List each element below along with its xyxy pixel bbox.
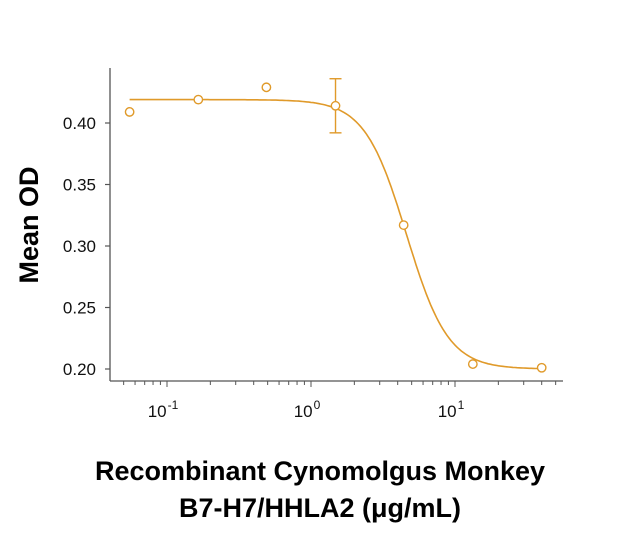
data-point-marker — [467, 359, 478, 369]
x-axis: 10-1 100 101 — [110, 380, 563, 421]
y-axis-label: Mean OD — [14, 166, 44, 283]
y-axis: 0.20 0.25 0.30 0.35 0.40 — [63, 68, 111, 381]
x-tick-label: 101 — [438, 398, 465, 421]
data-point-marker — [330, 100, 341, 111]
y-tick-label: 0.20 — [63, 360, 96, 379]
fit-curve — [129, 98, 542, 370]
x-tick-label: 10-1 — [148, 398, 179, 421]
x-axis-label-line2: B7-H7/HHLA2 (μg/mL) — [178, 493, 462, 523]
data-points — [124, 78, 547, 373]
data-point-marker — [261, 82, 272, 93]
x-axis-label-line1: Recombinant Cynomolgus Monkey — [94, 456, 546, 486]
data-point-marker — [193, 94, 204, 105]
y-tick-label: 0.25 — [63, 299, 96, 318]
data-point-marker — [398, 220, 409, 230]
x-tick-label: 100 — [294, 398, 321, 421]
data-point-marker — [536, 362, 547, 373]
y-tick-label: 0.40 — [63, 114, 96, 133]
y-tick-label: 0.30 — [63, 237, 96, 256]
y-tick-label: 0.35 — [63, 176, 96, 195]
data-point-marker — [124, 107, 135, 117]
